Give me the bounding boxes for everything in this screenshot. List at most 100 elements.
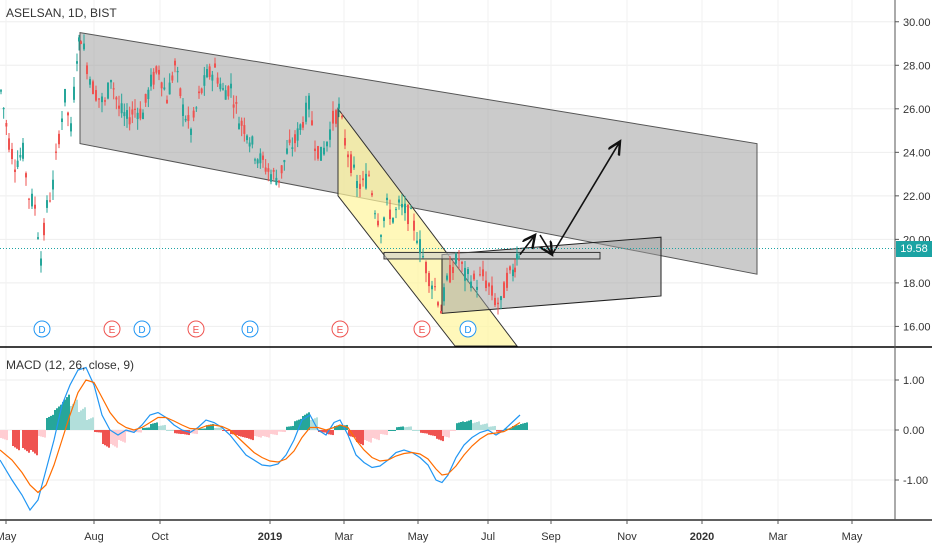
histogram-bar [162, 425, 164, 430]
candle-body [83, 43, 85, 50]
candle-body [230, 83, 232, 89]
histogram-bar [312, 419, 314, 430]
candle-body [80, 41, 82, 44]
histogram-bar [38, 430, 40, 436]
histogram-bar [22, 430, 24, 448]
candle-body [211, 74, 214, 81]
histogram-bar [48, 416, 50, 430]
histogram-bar [336, 425, 338, 430]
event-label: D [246, 325, 253, 336]
histogram-bar [366, 430, 368, 441]
histogram-bar [94, 430, 96, 432]
histogram-bar [64, 399, 66, 430]
histogram-bar [424, 430, 426, 434]
candle-body [338, 103, 340, 109]
histogram-bar [452, 430, 454, 431]
histogram-bar [394, 430, 396, 431]
histogram-bar [112, 430, 114, 446]
macd-y-tick-label: 0.00 [903, 425, 924, 437]
histogram-bar [470, 419, 472, 430]
histogram-bar [480, 424, 482, 430]
histogram-bar [116, 430, 118, 448]
candle-body [131, 109, 134, 115]
y-tick-label: 26.00 [903, 104, 931, 116]
histogram-bar [482, 424, 484, 430]
histogram-bar [144, 427, 146, 430]
candle-body [416, 240, 418, 243]
histogram-bar [104, 430, 106, 446]
histogram-bar [14, 430, 16, 448]
histogram-bar [458, 422, 460, 430]
candle-body [142, 112, 144, 120]
candle-body [341, 115, 343, 118]
candle-body [500, 296, 502, 301]
histogram-bar [234, 430, 236, 435]
candle-body [332, 110, 334, 124]
histogram-bar [44, 430, 46, 438]
histogram-bar [266, 430, 268, 438]
histogram-bar [272, 430, 274, 435]
histogram-bar [136, 430, 138, 433]
candle-body [272, 170, 275, 172]
candle-body [503, 282, 505, 298]
y-tick-label: 24.00 [903, 147, 931, 159]
candle-body [283, 160, 286, 163]
histogram-bar [250, 430, 252, 440]
histogram-bar [474, 422, 476, 430]
histogram-bar [428, 430, 430, 435]
histogram-bar [516, 425, 518, 430]
candle-body [362, 178, 364, 181]
candle-body [398, 199, 400, 203]
candle-body [92, 81, 94, 95]
candle-body [246, 135, 248, 141]
histogram-bar [444, 430, 446, 437]
candle-body [176, 71, 179, 73]
histogram-bar [160, 425, 162, 430]
histogram-bar [242, 430, 244, 438]
histogram-bar [354, 430, 356, 438]
candle-body [443, 287, 445, 302]
candle-body [107, 82, 109, 99]
histogram-bar [334, 426, 336, 430]
histogram-bar [132, 430, 134, 433]
candle-body [518, 256, 520, 258]
histogram-bar [494, 425, 496, 430]
candle-body [506, 272, 508, 288]
candle-body [509, 266, 511, 271]
candle-body [407, 204, 409, 225]
histogram-bar [486, 423, 488, 430]
candle-body [235, 101, 238, 104]
histogram-bar [120, 430, 122, 441]
signal-line [0, 379, 521, 494]
candle-body [259, 153, 262, 164]
histogram-bar [320, 430, 322, 433]
candle-body [227, 86, 230, 97]
candle-body [452, 267, 454, 274]
histogram-bar [296, 420, 298, 430]
candle-body [497, 302, 499, 305]
histogram-bar [54, 410, 56, 430]
x-tick-label: Oct [151, 531, 168, 543]
projection-arrow [519, 235, 535, 256]
histogram-bar [308, 412, 310, 430]
candle-body [139, 108, 142, 119]
histogram-bar [202, 428, 204, 430]
histogram-bar [230, 430, 232, 434]
candle-body [356, 180, 358, 188]
histogram-bar [82, 408, 84, 430]
histogram-bar [70, 406, 72, 430]
candle-body [144, 94, 147, 103]
histogram-bar [300, 418, 302, 430]
histogram-bar [404, 427, 406, 430]
candle-body [49, 200, 51, 202]
candle-body [19, 154, 22, 158]
histogram-bar [30, 430, 32, 450]
x-tick-label: May [408, 531, 429, 543]
event-marker-d [241, 320, 259, 338]
candle-body [262, 155, 264, 160]
histogram-bar [28, 430, 30, 453]
symbol-title: ASELSAN, 1D, BIST [6, 6, 117, 20]
histogram-bar [518, 424, 520, 430]
candle-body [473, 273, 475, 280]
